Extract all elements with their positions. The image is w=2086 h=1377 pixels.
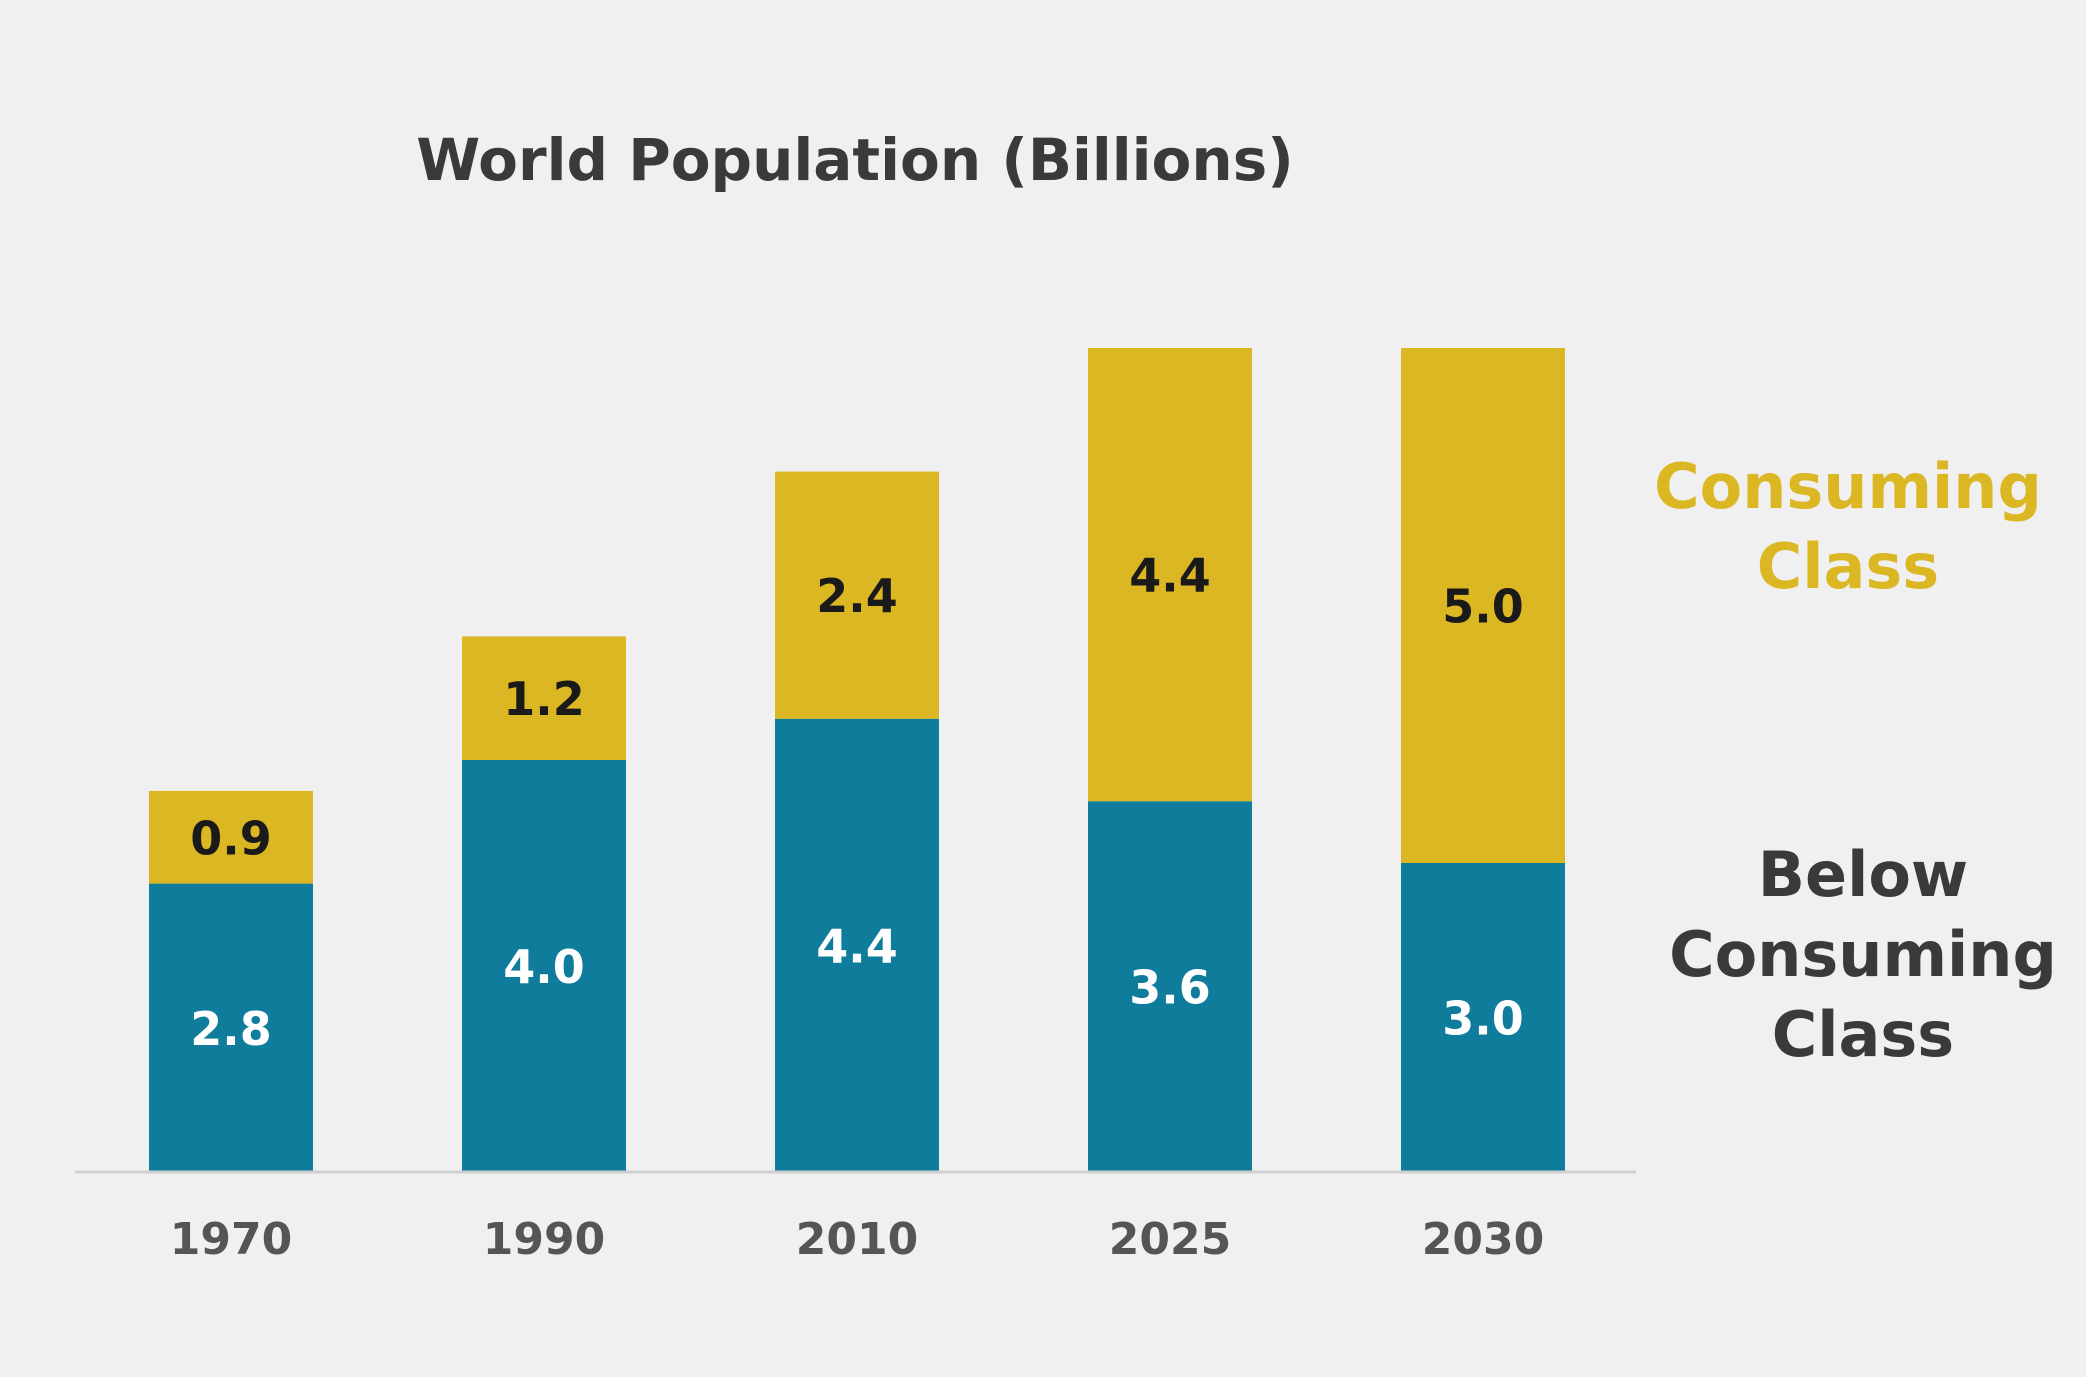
x-tick-labels: 1970 1990 2010 2025 2030 — [170, 1214, 1544, 1265]
bar-consuming-2025 — [1088, 348, 1252, 802]
bar-consuming-2030 — [1401, 348, 1565, 863]
bar-below-consuming-2030 — [1401, 863, 1565, 1172]
data-label-consuming-1970: 0.9 — [190, 811, 272, 865]
legend-label-consuming-class: Consuming Class — [1654, 450, 2042, 603]
data-label-below-consuming-2030: 3.0 — [1442, 992, 1524, 1046]
data-label-below-consuming-2010: 4.4 — [816, 919, 898, 973]
x-tick-label-2030: 2030 — [1422, 1214, 1544, 1265]
data-label-consuming-2030: 5.0 — [1442, 580, 1524, 634]
bar-below-consuming-1970 — [149, 883, 313, 1172]
data-label-consuming-1990: 1.2 — [503, 672, 585, 726]
legend: Consuming Class Below Consuming Class — [1654, 450, 2057, 1071]
data-label-consuming-2025: 4.4 — [1129, 549, 1211, 603]
bars: 2.8 0.9 4.0 1.2 4.4 2.4 3.6 4.4 3.0 5.0 — [149, 348, 1565, 1172]
data-label-below-consuming-1970: 2.8 — [190, 1002, 272, 1056]
bar-below-consuming-2025 — [1088, 801, 1252, 1172]
bar-consuming-1970 — [149, 790, 313, 884]
bar-consuming-1990 — [462, 636, 626, 760]
data-label-consuming-2010: 2.4 — [816, 569, 898, 623]
bar-consuming-2010 — [775, 471, 939, 719]
data-label-below-consuming-2025: 3.6 — [1129, 961, 1211, 1015]
bar-below-consuming-1990 — [462, 760, 626, 1172]
x-tick-label-2010: 2010 — [796, 1214, 918, 1265]
bar-below-consuming-2010 — [775, 718, 939, 1172]
chart-title: World Population (Billions) — [416, 126, 1293, 194]
legend-label-below-consuming-class: Below Consuming Class — [1669, 838, 2057, 1071]
x-tick-label-1990: 1990 — [483, 1214, 605, 1265]
data-label-below-consuming-1990: 4.0 — [503, 940, 585, 994]
x-tick-label-1970: 1970 — [170, 1214, 292, 1265]
x-tick-label-2025: 2025 — [1109, 1214, 1231, 1265]
